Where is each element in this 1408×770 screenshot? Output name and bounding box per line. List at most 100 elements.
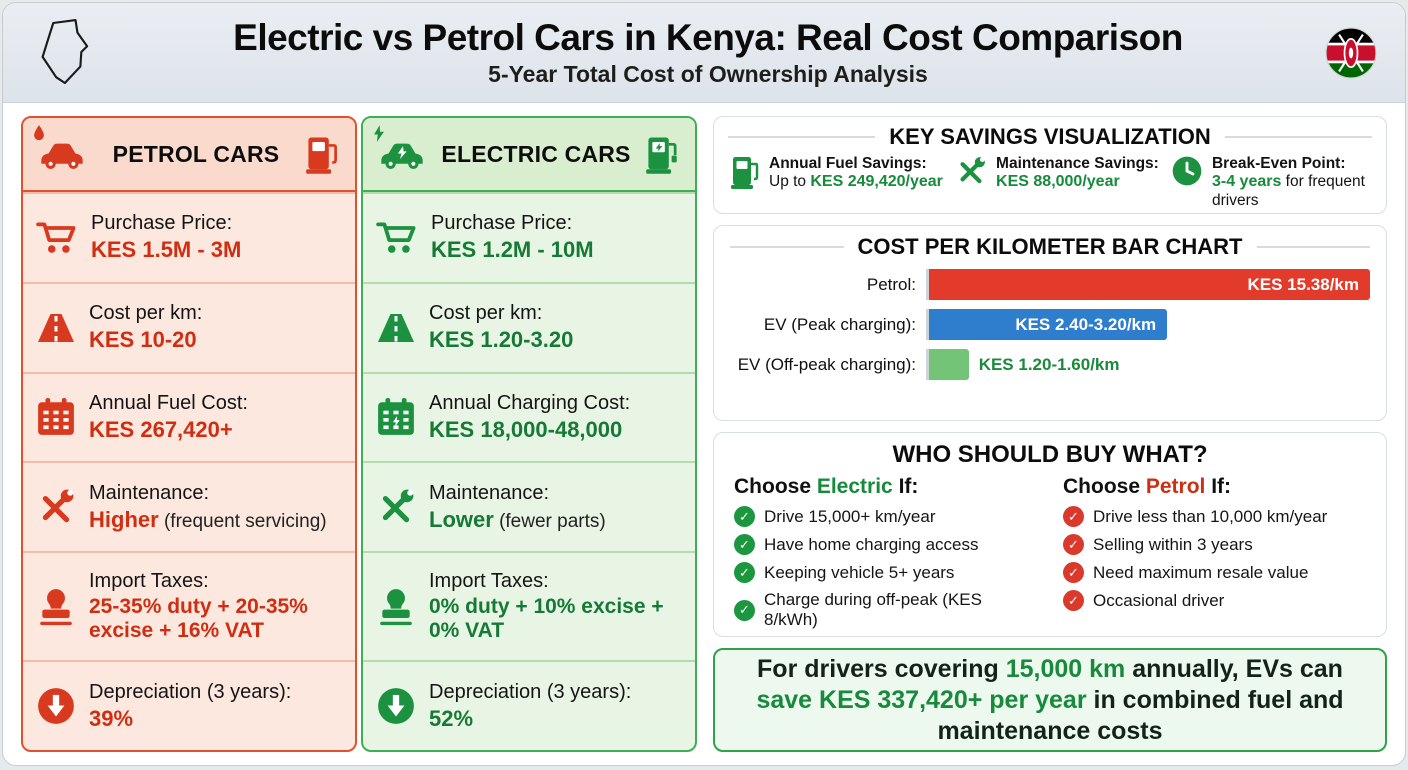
page-title: Electric vs Petrol Cars in Kenya: Real C… xyxy=(233,17,1183,58)
check-icon xyxy=(734,562,755,583)
electric-column: ELECTRIC CARS xyxy=(361,116,697,752)
ev-offpeak-value: KES 1.20-1.60/km xyxy=(978,354,1120,374)
summary-banner: For drivers covering 15,000 km annually,… xyxy=(713,648,1387,752)
list-item: Drive 15,000+ km/year xyxy=(734,506,1037,527)
row-label: Purchase Price: xyxy=(431,212,573,235)
road-icon xyxy=(376,312,416,344)
petrol-title: PETROL CARS xyxy=(112,140,280,167)
row-value: 25-35% duty + 20-35% excise + 16% VAT xyxy=(89,595,308,643)
tools-icon xyxy=(36,487,76,527)
who-should-buy-card: WHO SHOULD BUY WHAT? Choose Electric If:… xyxy=(713,432,1387,637)
row-value: 52% xyxy=(429,705,474,731)
choose-petrol-list: Choose Petrol If: Drive less than 10,000… xyxy=(1063,475,1366,637)
row-label: Annual Charging Cost: xyxy=(429,392,631,415)
key-savings-card: KEY SAVINGS VISUALIZATION Ann xyxy=(713,116,1387,214)
petrol-column-header: PETROL CARS xyxy=(23,118,355,192)
fuel-pump-icon xyxy=(305,135,339,174)
row-label: Cost per km: xyxy=(429,302,543,325)
row-value: Lower xyxy=(429,506,494,532)
list-item: Occasional driver xyxy=(1063,590,1366,611)
tools-icon xyxy=(376,487,416,527)
row-label: Import Taxes: xyxy=(429,570,549,593)
check-icon xyxy=(1063,590,1084,611)
row-value: KES 1.2M - 10M xyxy=(431,237,594,263)
saving-item-fuel: Annual Fuel Savings: Up to KES 249,420/ye… xyxy=(730,155,943,210)
kenya-flag-icon xyxy=(1325,27,1377,79)
list-item: Keeping vehicle 5+ years xyxy=(734,562,1037,583)
row-value: 0% duty + 10% excise + 0% VAT xyxy=(429,595,664,643)
cart-icon xyxy=(376,220,418,256)
saving-item-maintenance: Maintenance Savings: KES 88,000/year xyxy=(955,155,1159,210)
list-item: Charge during off-peak (KES 8/kWh) xyxy=(734,590,1037,630)
petrol-row-fuelcost: Annual Fuel Cost: KES 267,420+ xyxy=(23,371,355,462)
petrol-car-icon xyxy=(37,139,87,170)
bar-label: EV (Off-peak charging): xyxy=(737,354,916,374)
row-label: Depreciation (3 years): xyxy=(89,680,292,703)
cost-per-km-chart-card: COST PER KILOMETER BAR CHART Petrol: KES… xyxy=(713,225,1387,421)
row-value: KES 1.20-3.20 xyxy=(429,327,574,353)
saving-pre: Up to xyxy=(769,173,811,191)
row-value-suffix: (frequent servicing) xyxy=(158,510,327,532)
fuel-pump-icon xyxy=(730,155,760,189)
row-value: KES 18,000-48,000 xyxy=(429,417,623,443)
down-arrow-icon xyxy=(36,686,76,726)
row-label: Annual Fuel Cost: xyxy=(89,392,248,415)
row-value: Higher xyxy=(89,506,159,532)
petrol-row-costperkm: Cost per km: KES 10-20 xyxy=(23,281,355,372)
petrol-row-taxes: Import Taxes: 25-35% duty + 20-35% excis… xyxy=(23,551,355,660)
bar-chart: Petrol: KES 15.38/km EV (Peak charging):… xyxy=(730,269,1370,380)
summary-text: For drivers covering 15,000 km annually,… xyxy=(756,654,1344,745)
row-label: Maintenance: xyxy=(429,481,550,504)
petrol-row-depreciation: Depreciation (3 years): 39% xyxy=(23,660,355,750)
row-value-suffix: (fewer parts) xyxy=(493,510,606,532)
key-savings-title: KEY SAVINGS VISUALIZATION xyxy=(728,124,1372,150)
choose-petrol-heading: Choose Petrol If: xyxy=(1063,475,1232,498)
petrol-bar: KES 15.38/km xyxy=(929,269,1370,300)
road-icon xyxy=(36,312,76,344)
list-item: Have home charging access xyxy=(734,534,1037,555)
check-icon xyxy=(1063,534,1084,555)
choose-electric-list: Choose Electric If: Drive 15,000+ km/yea… xyxy=(734,475,1037,637)
electric-title: ELECTRIC CARS xyxy=(441,140,631,167)
ev-offpeak-bar xyxy=(929,349,969,380)
list-item: Drive less than 10,000 km/year xyxy=(1063,506,1366,527)
saving-label: Break-Even Point: xyxy=(1211,155,1346,172)
header: Electric vs Petrol Cars in Kenya: Real C… xyxy=(3,3,1405,103)
petrol-column: PETROL CARS xyxy=(21,116,357,752)
row-label: Import Taxes: xyxy=(89,570,209,593)
ev-peak-bar: KES 2.40-3.20/km xyxy=(929,309,1168,340)
saving-label: Maintenance Savings: xyxy=(996,155,1159,172)
electric-row-maintenance: Maintenance: Lower (fewer parts) xyxy=(363,461,695,551)
saving-label: Annual Fuel Savings: xyxy=(769,155,927,172)
list-item: Need maximum resale value xyxy=(1063,562,1366,583)
check-icon xyxy=(734,534,755,555)
electric-row-costperkm: Cost per km: KES 1.20-3.20 xyxy=(363,281,695,372)
row-value: KES 1.5M - 3M xyxy=(91,237,242,263)
clock-icon xyxy=(1171,155,1203,187)
calendar-bolt-icon xyxy=(376,398,416,436)
bar-row-petrol: Petrol: KES 15.38/km xyxy=(730,269,1370,300)
kenya-map-icon xyxy=(31,17,91,89)
calendar-fuel-icon xyxy=(36,398,76,436)
electric-row-depreciation: Depreciation (3 years): 52% xyxy=(363,660,695,750)
petrol-row-purchase: Purchase Price: KES 1.5M - 3M xyxy=(23,192,355,282)
charging-station-icon xyxy=(645,135,679,174)
tools-icon xyxy=(955,155,987,187)
saving-item-breakeven: Break-Even Point: 3-4 years for frequent … xyxy=(1171,155,1370,210)
electric-car-icon xyxy=(377,139,427,170)
droplet-icon xyxy=(32,124,46,143)
row-value: KES 267,420+ xyxy=(89,417,233,443)
chart-title: COST PER KILOMETER BAR CHART xyxy=(730,234,1370,260)
check-icon xyxy=(1063,562,1084,583)
row-label: Depreciation (3 years): xyxy=(429,680,632,703)
list-item: Selling within 3 years xyxy=(1063,534,1366,555)
bar-label: EV (Peak charging): xyxy=(763,314,916,334)
choose-electric-heading: Choose Electric If: xyxy=(734,475,919,498)
who-title: WHO SHOULD BUY WHAT? xyxy=(892,441,1208,468)
bar-row-ev-offpeak: EV (Off-peak charging): KES 1.20-1.60/km xyxy=(730,349,1370,380)
electric-column-header: ELECTRIC CARS xyxy=(363,118,695,192)
bar-row-ev-peak: EV (Peak charging): KES 2.40-3.20/km xyxy=(730,309,1370,340)
check-icon xyxy=(734,599,755,621)
row-label: Purchase Price: xyxy=(91,212,233,235)
saving-value: KES 249,420/year xyxy=(810,173,943,191)
